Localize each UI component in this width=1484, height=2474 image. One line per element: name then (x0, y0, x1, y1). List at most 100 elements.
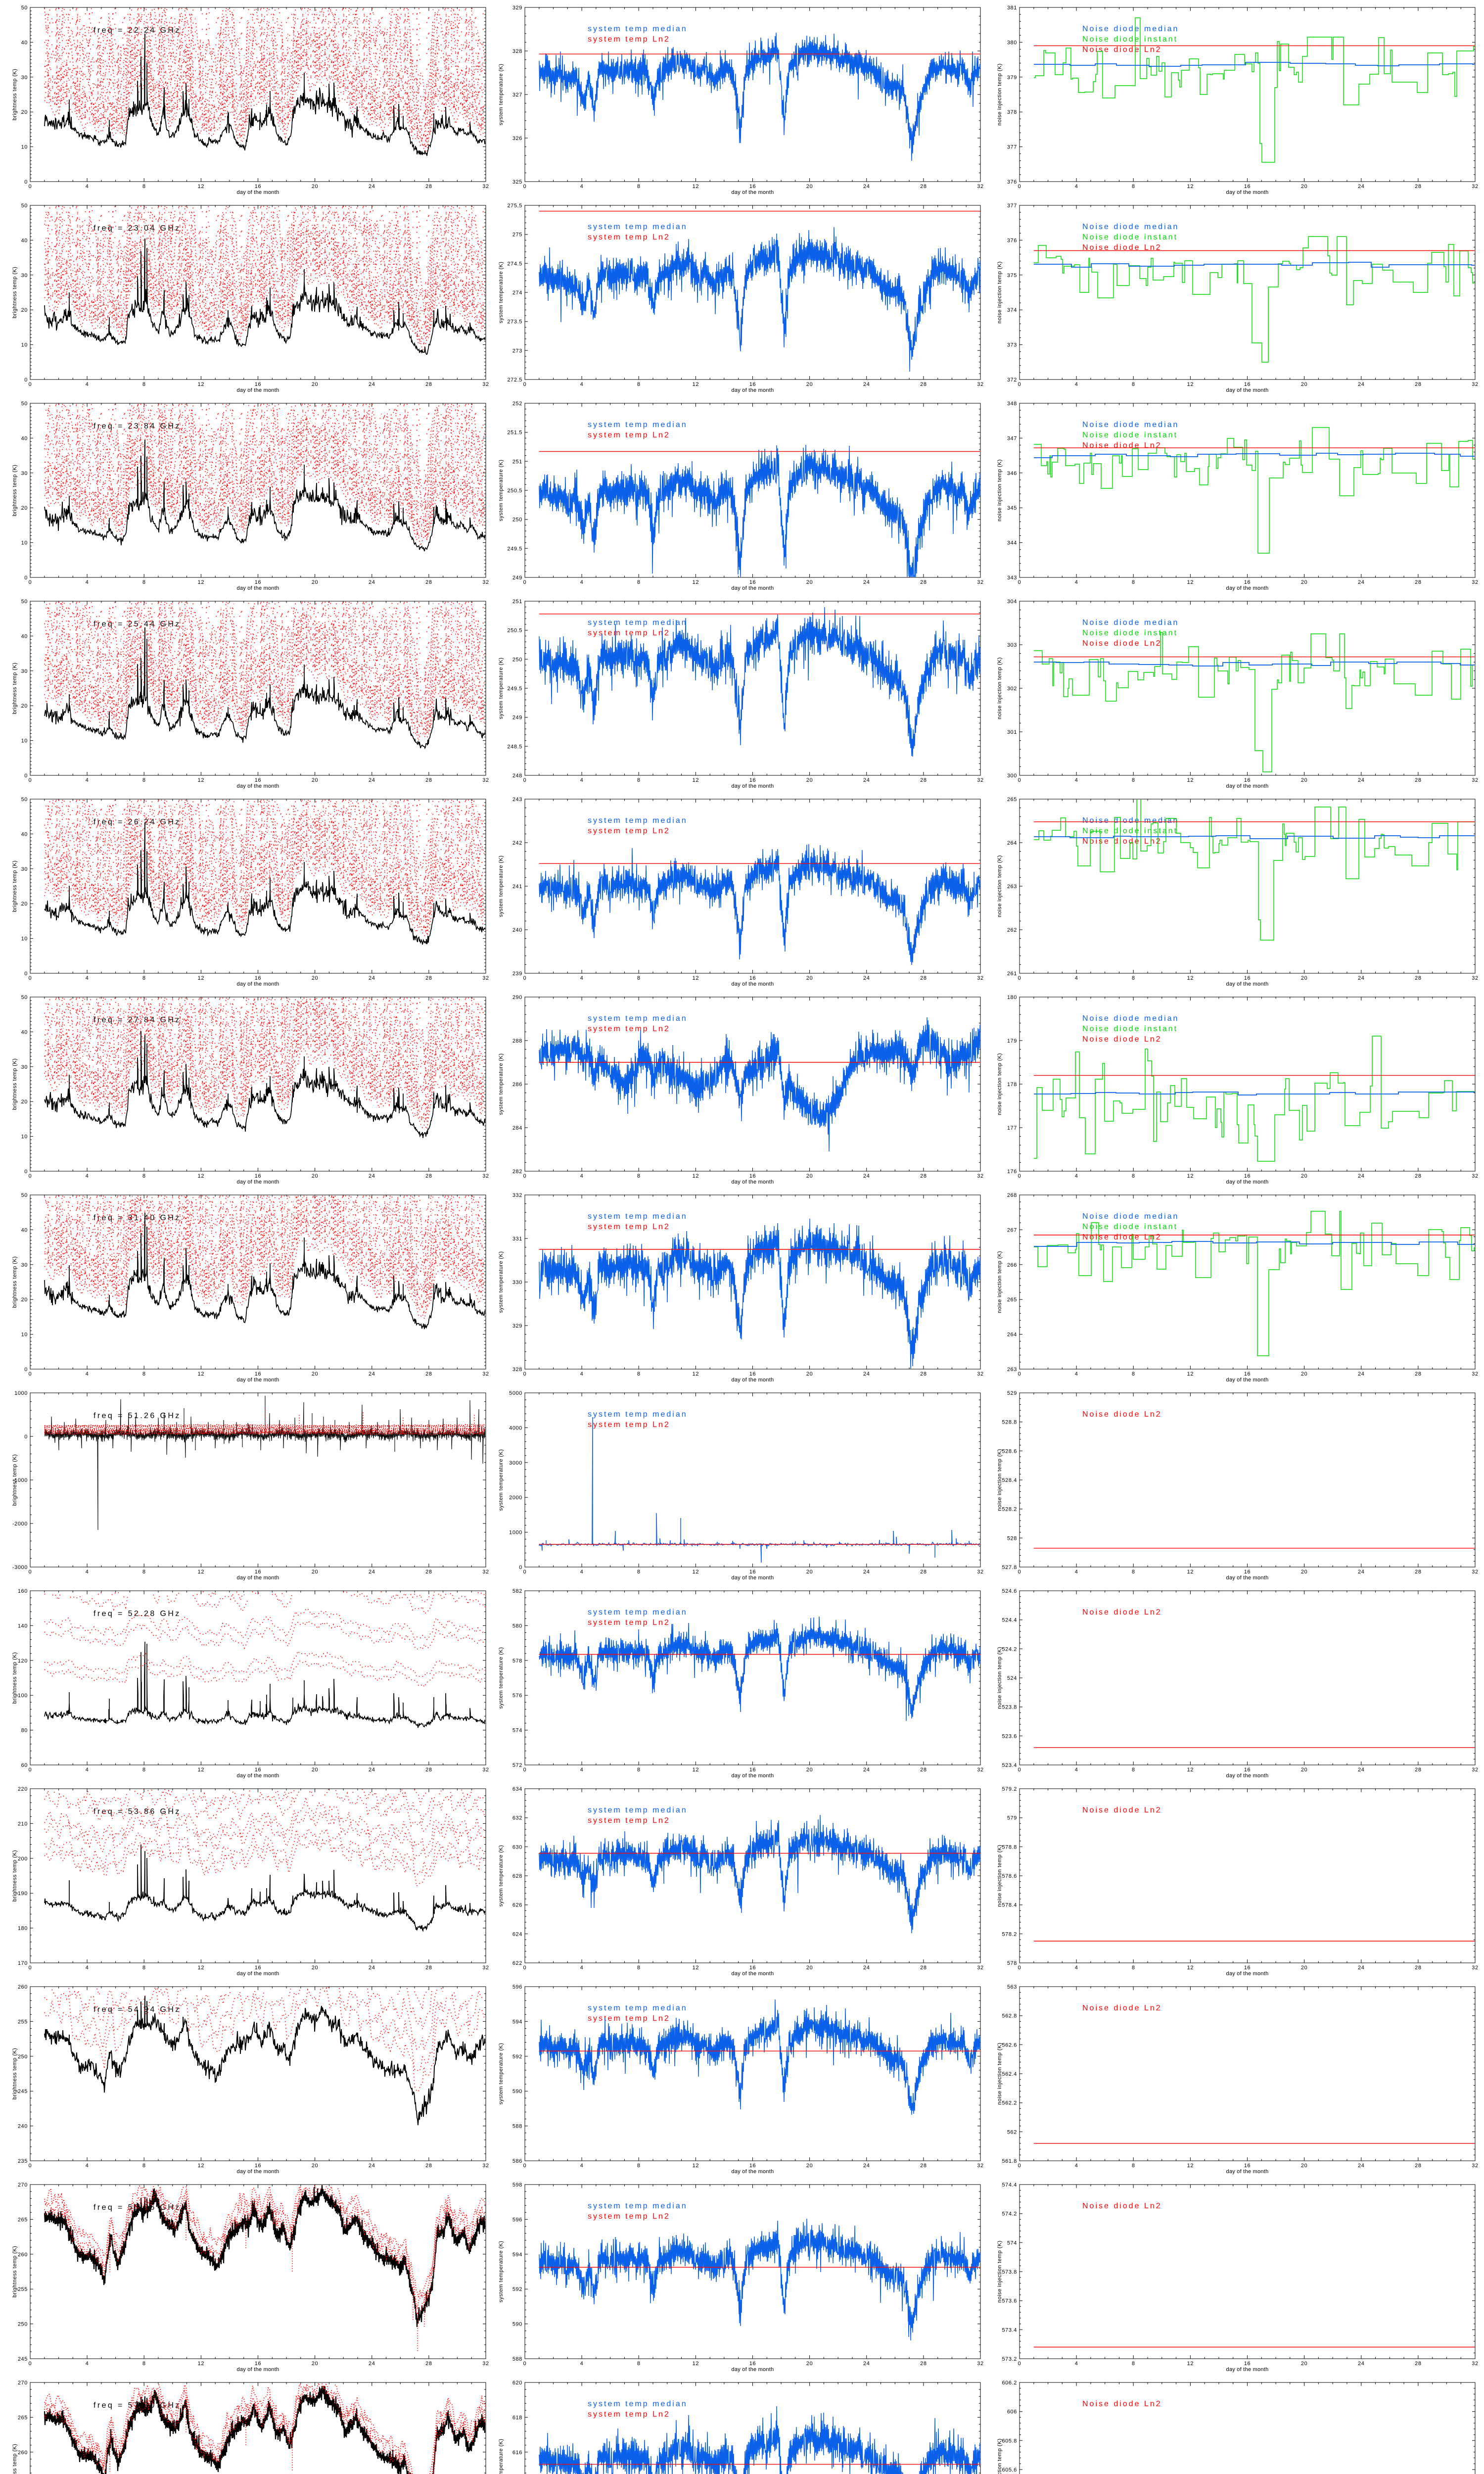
svg-text:4: 4 (86, 381, 89, 387)
svg-text:562.8: 562.8 (1002, 2013, 1017, 2019)
svg-text:563: 563 (1007, 1984, 1017, 1990)
svg-text:562: 562 (1007, 2129, 1017, 2135)
svg-text:20: 20 (1301, 975, 1307, 981)
svg-text:16: 16 (255, 777, 261, 783)
svg-text:20: 20 (21, 1099, 28, 1105)
svg-text:0: 0 (519, 1565, 522, 1570)
svg-text:32: 32 (482, 184, 489, 190)
svg-text:24: 24 (863, 1569, 870, 1575)
svg-text:24: 24 (369, 579, 375, 585)
svg-text:235: 235 (18, 2158, 28, 2164)
svg-text:8: 8 (142, 1767, 146, 1773)
svg-text:4: 4 (86, 1173, 89, 1179)
svg-text:524: 524 (1007, 1675, 1017, 1681)
svg-text:32: 32 (977, 1569, 983, 1575)
svg-text:24: 24 (863, 2361, 870, 2367)
svg-text:16: 16 (255, 1173, 261, 1179)
svg-text:noise injection temp (K): noise injection temp (K) (997, 2043, 1003, 2105)
svg-text:1000: 1000 (14, 1390, 28, 1396)
svg-text:0: 0 (29, 2163, 32, 2169)
svg-text:8: 8 (1132, 2361, 1135, 2367)
svg-text:28: 28 (920, 1767, 927, 1773)
svg-text:8: 8 (637, 777, 641, 783)
svg-text:day of the month: day of the month (237, 2367, 279, 2373)
svg-text:572: 572 (512, 1762, 522, 1768)
svg-text:263: 263 (1007, 1367, 1017, 1373)
svg-text:274.5: 274.5 (507, 261, 522, 267)
svg-text:50: 50 (21, 401, 28, 407)
svg-text:4: 4 (1075, 777, 1078, 783)
svg-text:528.2: 528.2 (1002, 1507, 1017, 1513)
svg-text:170: 170 (18, 1960, 28, 1966)
svg-text:24: 24 (1358, 777, 1364, 783)
svg-text:529: 529 (1007, 1390, 1017, 1396)
svg-text:343: 343 (1007, 575, 1017, 581)
svg-text:system temp Ln2: system temp Ln2 (588, 1025, 670, 1033)
svg-text:28: 28 (920, 381, 927, 387)
svg-text:4: 4 (86, 1371, 89, 1377)
svg-text:264: 264 (1007, 840, 1017, 846)
svg-text:28: 28 (1415, 1965, 1421, 1971)
svg-text:579.2: 579.2 (1002, 1786, 1017, 1792)
svg-text:524.6: 524.6 (1002, 1588, 1017, 1594)
svg-text:Noise diode median: Noise diode median (1082, 25, 1179, 33)
svg-text:16: 16 (749, 381, 756, 387)
svg-text:30: 30 (21, 273, 28, 279)
svg-text:noise injection temp (K): noise injection temp (K) (997, 1845, 1003, 1907)
svg-text:0: 0 (1018, 1965, 1021, 1971)
svg-text:8: 8 (637, 1569, 641, 1575)
svg-text:50: 50 (21, 599, 28, 605)
svg-text:brightness temp (K): brightness temp (K) (12, 1850, 18, 1902)
svg-text:28: 28 (920, 184, 927, 190)
svg-text:system temp Ln2: system temp Ln2 (588, 1421, 670, 1429)
svg-text:0: 0 (29, 1173, 32, 1179)
svg-text:50: 50 (21, 203, 28, 209)
svg-text:28: 28 (425, 579, 432, 585)
svg-text:28: 28 (425, 1569, 432, 1575)
svg-text:20: 20 (312, 579, 318, 585)
svg-text:290: 290 (512, 995, 522, 1000)
svg-text:528.6: 528.6 (1002, 1448, 1017, 1454)
svg-text:0: 0 (523, 1173, 527, 1179)
svg-text:30: 30 (21, 668, 28, 674)
svg-text:261: 261 (1007, 971, 1017, 977)
svg-text:system temperature (K): system temperature (K) (498, 262, 504, 324)
svg-text:system temperature (K): system temperature (K) (498, 2439, 504, 2474)
svg-text:20: 20 (312, 381, 318, 387)
svg-text:16: 16 (749, 1965, 756, 1971)
svg-text:system temp median: system temp median (588, 2004, 688, 2012)
svg-text:noise injection temp (K): noise injection temp (K) (997, 459, 1003, 522)
svg-text:24: 24 (369, 2163, 375, 2169)
svg-text:day of the month: day of the month (1226, 981, 1269, 987)
svg-text:16: 16 (255, 1569, 261, 1575)
svg-text:8: 8 (637, 1767, 641, 1773)
svg-text:28: 28 (425, 2163, 432, 2169)
svg-text:16: 16 (1244, 975, 1251, 981)
svg-text:4: 4 (86, 2361, 89, 2367)
svg-text:4: 4 (580, 2361, 584, 2367)
svg-text:day of the month: day of the month (1226, 1575, 1269, 1581)
svg-text:326: 326 (512, 136, 522, 142)
svg-text:263: 263 (1007, 884, 1017, 890)
svg-text:375: 375 (1007, 273, 1017, 279)
svg-text:140: 140 (18, 1623, 28, 1629)
svg-text:12: 12 (198, 381, 204, 387)
svg-text:528.8: 528.8 (1002, 1420, 1017, 1426)
svg-text:24: 24 (369, 1965, 375, 1971)
svg-text:32: 32 (977, 1767, 983, 1773)
svg-text:system temp median: system temp median (588, 1212, 688, 1221)
svg-text:Noise diode Ln2: Noise diode Ln2 (1082, 2202, 1162, 2210)
svg-text:586: 586 (512, 2158, 522, 2164)
svg-text:Noise diode instant: Noise diode instant (1082, 35, 1178, 44)
svg-text:20: 20 (806, 1767, 813, 1773)
svg-text:system temperature (K): system temperature (K) (498, 64, 504, 126)
svg-text:30: 30 (21, 866, 28, 872)
svg-text:12: 12 (693, 777, 699, 783)
svg-text:day of the month: day of the month (732, 1971, 774, 1977)
svg-text:4: 4 (86, 777, 89, 783)
svg-text:20: 20 (312, 1371, 318, 1377)
svg-text:578.6: 578.6 (1002, 1873, 1017, 1879)
svg-text:0: 0 (523, 1965, 527, 1971)
svg-text:16: 16 (255, 2361, 261, 2367)
svg-text:180: 180 (18, 1926, 28, 1932)
